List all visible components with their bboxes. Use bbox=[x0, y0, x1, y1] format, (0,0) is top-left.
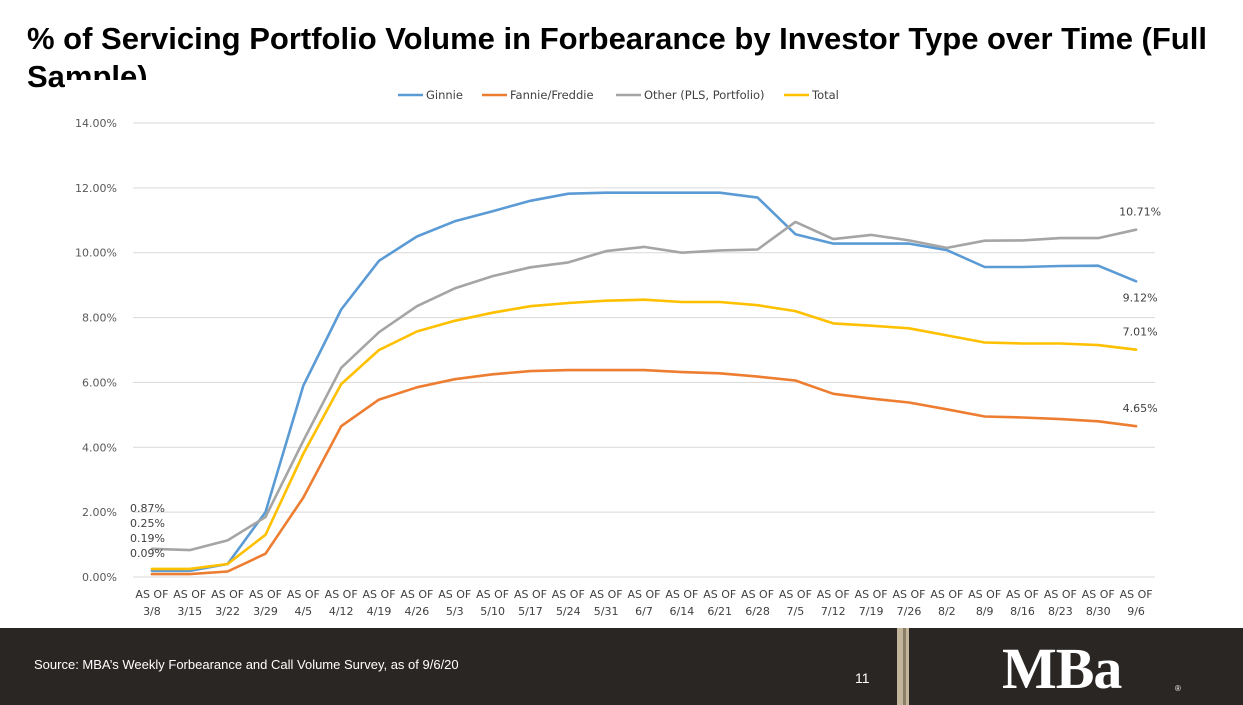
x-tick-label: 4/12 bbox=[329, 605, 354, 618]
legend: Ginnie Fannie/Freddie Other (PLS, Portfoli… bbox=[398, 88, 839, 102]
line-chart: 0.00% 2.00% 4.00% 6.00% 8.00% 10.00% 12.00% 14.… bbox=[75, 88, 1161, 618]
y-tick-label: 12.00% bbox=[75, 182, 117, 195]
end-data-label: 10.71% bbox=[1119, 206, 1161, 219]
page-number: 11 bbox=[855, 670, 870, 686]
x-tick-label: 4/5 bbox=[294, 605, 312, 618]
series-lines bbox=[150, 191, 1138, 576]
start-data-label: 0.25% bbox=[130, 517, 165, 530]
x-tick-label: 3/22 bbox=[215, 605, 240, 618]
series-line bbox=[150, 220, 1138, 552]
x-axis-ticks: AS OF 3/8 AS OF 3/15 AS OF 3/22 AS OF 3/29 AS OF… bbox=[135, 588, 1152, 618]
x-tick-label: 7/12 bbox=[821, 605, 846, 618]
registered-mark: ® bbox=[1175, 684, 1181, 693]
x-tick-label: AS OF bbox=[892, 588, 925, 601]
x-tick-label: 8/23 bbox=[1048, 605, 1073, 618]
x-tick-label: AS OF bbox=[968, 588, 1001, 601]
x-tick-label: 3/29 bbox=[253, 605, 278, 618]
x-tick-label: AS OF bbox=[438, 588, 471, 601]
slide-title: % of Servicing Portfolio Volume in Forbe… bbox=[27, 21, 1207, 94]
x-tick-label: AS OF bbox=[741, 588, 774, 601]
y-tick-label: 2.00% bbox=[82, 506, 117, 519]
y-tick-label: 6.00% bbox=[82, 376, 117, 389]
legend-label: Fannie/Freddie bbox=[510, 88, 594, 102]
legend-label: Other (PLS, Portfolio) bbox=[644, 88, 765, 102]
end-data-label: 9.12% bbox=[1123, 291, 1158, 304]
x-tick-label: 7/26 bbox=[897, 605, 922, 618]
legend-label: Ginnie bbox=[426, 88, 463, 102]
source-note: Source: MBA’s Weekly Forbearance and Cal… bbox=[34, 657, 459, 672]
x-tick-label: AS OF bbox=[514, 588, 547, 601]
start-data-label: 0.19% bbox=[130, 532, 165, 545]
x-tick-label: 6/28 bbox=[745, 605, 770, 618]
x-tick-label: 8/2 bbox=[938, 605, 956, 618]
x-tick-label: 4/26 bbox=[405, 605, 430, 618]
x-tick-label: AS OF bbox=[363, 588, 396, 601]
x-tick-label: 3/15 bbox=[177, 605, 202, 618]
series-line bbox=[150, 298, 1138, 571]
mba-logo: MBa bbox=[1002, 636, 1122, 701]
chart-area: 0.00% 2.00% 4.00% 6.00% 8.00% 10.00% 12.00% 14.… bbox=[65, 80, 1185, 630]
x-tick-label: AS OF bbox=[211, 588, 244, 601]
x-tick-label: 5/24 bbox=[556, 605, 581, 618]
data-labels: 0.87% 0.25% 0.19% 0.09% 9.12% 4.65% 10.71% 7.01… bbox=[130, 206, 1161, 560]
legend-label: Total bbox=[811, 88, 839, 102]
x-tick-label: 7/5 bbox=[787, 605, 805, 618]
x-tick-label: AS OF bbox=[173, 588, 206, 601]
series-line bbox=[150, 191, 1138, 573]
x-tick-label: 8/30 bbox=[1086, 605, 1111, 618]
x-tick-label: 5/10 bbox=[480, 605, 505, 618]
x-tick-label: 6/7 bbox=[635, 605, 653, 618]
x-tick-label: AS OF bbox=[552, 588, 585, 601]
x-tick-label: 4/19 bbox=[367, 605, 392, 618]
y-tick-label: 4.00% bbox=[82, 441, 117, 454]
x-tick-label: AS OF bbox=[590, 588, 623, 601]
x-tick-label: AS OF bbox=[1044, 588, 1077, 601]
x-tick-label: AS OF bbox=[703, 588, 736, 601]
x-tick-label: 5/17 bbox=[518, 605, 543, 618]
y-tick-label: 10.00% bbox=[75, 247, 117, 260]
x-tick-label: AS OF bbox=[930, 588, 963, 601]
x-tick-label: AS OF bbox=[400, 588, 433, 601]
x-tick-label: AS OF bbox=[135, 588, 168, 601]
x-tick-label: AS OF bbox=[779, 588, 812, 601]
y-tick-label: 8.00% bbox=[82, 312, 117, 325]
x-tick-label: AS OF bbox=[628, 588, 661, 601]
end-data-label: 7.01% bbox=[1123, 326, 1158, 339]
x-tick-label: 7/19 bbox=[859, 605, 884, 618]
x-tick-label: 5/31 bbox=[594, 605, 619, 618]
footer-bar bbox=[0, 628, 1243, 705]
x-tick-label: AS OF bbox=[1120, 588, 1153, 601]
x-tick-label: AS OF bbox=[1082, 588, 1115, 601]
x-tick-label: 8/16 bbox=[1010, 605, 1035, 618]
y-tick-label: 0.00% bbox=[82, 571, 117, 584]
x-tick-label: AS OF bbox=[855, 588, 888, 601]
x-tick-label: 6/14 bbox=[670, 605, 695, 618]
start-data-label: 0.09% bbox=[130, 547, 165, 560]
x-tick-label: AS OF bbox=[817, 588, 850, 601]
end-data-label: 4.65% bbox=[1123, 402, 1158, 415]
x-tick-label: 9/6 bbox=[1127, 605, 1145, 618]
start-data-label: 0.87% bbox=[130, 502, 165, 515]
grid-lines bbox=[133, 122, 1155, 578]
x-tick-label: AS OF bbox=[325, 588, 358, 601]
x-tick-label: 8/9 bbox=[976, 605, 994, 618]
y-axis-ticks: 0.00% 2.00% 4.00% 6.00% 8.00% 10.00% 12.00% 14.… bbox=[75, 117, 117, 584]
x-tick-label: 5/3 bbox=[446, 605, 464, 618]
x-tick-label: 6/21 bbox=[707, 605, 732, 618]
x-tick-label: AS OF bbox=[1006, 588, 1039, 601]
series-line bbox=[150, 368, 1138, 576]
x-tick-label: AS OF bbox=[287, 588, 320, 601]
x-tick-label: AS OF bbox=[665, 588, 698, 601]
x-tick-label: 3/8 bbox=[143, 605, 161, 618]
footer-divider-accent bbox=[903, 628, 906, 705]
x-tick-label: AS OF bbox=[249, 588, 282, 601]
y-tick-label: 14.00% bbox=[75, 117, 117, 130]
x-tick-label: AS OF bbox=[476, 588, 509, 601]
